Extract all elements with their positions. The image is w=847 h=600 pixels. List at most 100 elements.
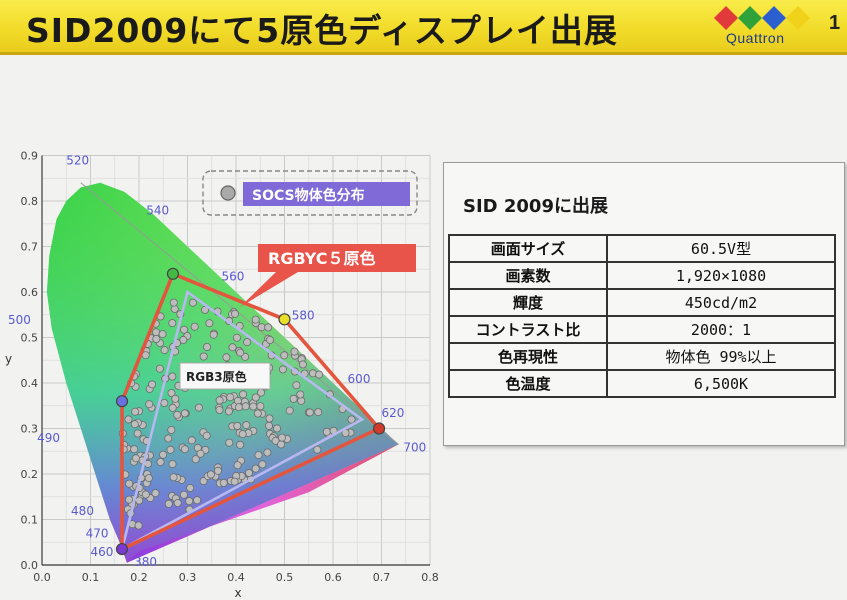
- socs-point: [249, 402, 258, 411]
- socs-point: [144, 474, 153, 483]
- socs-point: [169, 473, 178, 482]
- y-tick-label: 0.4: [21, 377, 39, 390]
- socs-point: [258, 460, 267, 469]
- y-tick-label: 0.1: [21, 514, 39, 527]
- y-tick-label: 0.0: [21, 559, 39, 572]
- rgb3-triangle: [120, 289, 365, 552]
- wavelength-label: 620: [382, 406, 405, 420]
- socs-point: [265, 414, 274, 423]
- socs-point: [185, 497, 194, 506]
- x-tick-label: 0.7: [373, 571, 391, 584]
- socs-point: [186, 483, 195, 492]
- socs-point: [272, 424, 281, 433]
- socs-point: [173, 498, 182, 507]
- socs-point: [135, 496, 144, 505]
- socs-point: [292, 381, 301, 390]
- title-bar: [0, 0, 847, 55]
- socs-point: [224, 407, 233, 416]
- socs-point: [277, 433, 286, 442]
- spec-row: 画素数 1,920×1080: [448, 261, 836, 290]
- spec-row: コントラスト比 2000：1: [448, 315, 836, 344]
- socs-point: [243, 338, 252, 347]
- legend-socs-label: SOCS物体色分布: [252, 187, 365, 204]
- spec-row: 画面サイズ 60.5V型: [448, 234, 836, 263]
- socs-point: [233, 461, 242, 470]
- socs-point: [222, 353, 231, 362]
- socs-point: [133, 429, 142, 438]
- socs-point: [241, 402, 250, 411]
- socs-point: [202, 431, 211, 440]
- socs-point: [160, 346, 169, 355]
- socs-point: [131, 407, 140, 416]
- y-tick-label: 0.5: [21, 332, 39, 345]
- socs-point: [256, 402, 265, 411]
- socs-point: [205, 319, 214, 328]
- gamut-polygons: [115, 267, 386, 556]
- socs-point: [180, 325, 189, 334]
- wavelength-label: 580: [292, 308, 315, 322]
- socs-point: [264, 421, 273, 430]
- socs-point: [289, 394, 298, 403]
- socs-point: [251, 315, 260, 324]
- rgbyc-vertex: [115, 542, 129, 556]
- socs-point: [188, 298, 197, 307]
- socs-point: [151, 489, 160, 498]
- socs-point: [169, 298, 178, 307]
- socs-point: [202, 342, 211, 351]
- spec-label: 画面サイズ: [448, 234, 608, 263]
- y-tick-label: 0.7: [21, 241, 39, 254]
- label-rgb3: RGB3原色: [179, 362, 271, 390]
- socs-point: [263, 448, 272, 457]
- wavelength-label: 600: [348, 372, 371, 386]
- quattron-logo-icon: [714, 6, 810, 30]
- socs-point: [236, 440, 245, 449]
- x-tick-label: 0.8: [421, 571, 439, 584]
- socs-point: [230, 309, 239, 318]
- socs-point: [271, 436, 280, 445]
- socs-point: [242, 421, 251, 430]
- rgbyc-vertex: [278, 313, 291, 326]
- socs-point: [199, 352, 208, 361]
- socs-point: [155, 364, 164, 373]
- spec-label: コントラスト比: [448, 315, 608, 344]
- wavelength-label: 520: [66, 154, 89, 168]
- socs-point: [180, 409, 189, 418]
- socs-point: [244, 468, 253, 477]
- spec-label: 輝度: [448, 288, 608, 317]
- socs-point: [280, 351, 289, 360]
- spec-value: 2000：1: [606, 315, 836, 344]
- socs-point: [239, 390, 248, 399]
- socs-point: [130, 420, 139, 429]
- socs-point: [251, 464, 260, 473]
- socs-point: [156, 457, 165, 466]
- x-tick-label: 0.0: [33, 571, 51, 584]
- socs-point: [264, 323, 273, 332]
- wavelength-label: 700: [403, 440, 426, 454]
- socs-point: [160, 398, 169, 407]
- wavelength-label: 380: [134, 555, 157, 569]
- x-tick-label: 0.6: [324, 571, 342, 584]
- label-rgb3-text: RGB3原色: [186, 369, 247, 384]
- chromaticity-chart: 0.0 0.1 0.2 0.3 0.4 0.5 0.6 0.7 0.8 0.0 0.1 0.2 0.3 0…: [5, 150, 439, 600]
- socs-point: [167, 388, 176, 397]
- socs-point: [226, 393, 235, 402]
- socs-point: [347, 415, 356, 424]
- rgbyc-vertex: [115, 395, 129, 408]
- socs-point: [265, 335, 274, 344]
- socs-point: [179, 335, 188, 344]
- socs-point: [130, 445, 139, 454]
- spec-value: 450cd/m2: [606, 288, 836, 317]
- socs-point: [238, 430, 247, 439]
- socs-point: [152, 334, 161, 343]
- spec-value: 1,920×1080: [606, 261, 836, 290]
- wavelength-label: 540: [146, 204, 169, 218]
- label-rgbyc-text: RGBYC５原色: [268, 249, 376, 268]
- socs-point: [125, 495, 134, 504]
- socs-point: [158, 330, 167, 339]
- socs-point: [193, 496, 202, 505]
- spec-table: 画面サイズ 60.5V型 画素数 1,920×1080 輝度 450cd/m2 コントラスト…: [448, 234, 836, 398]
- socs-point: [168, 319, 177, 328]
- page-title: SID2009にて5原色ディスプレイ出展: [26, 11, 618, 50]
- socs-point: [131, 454, 140, 463]
- spec-label: 画素数: [448, 261, 608, 290]
